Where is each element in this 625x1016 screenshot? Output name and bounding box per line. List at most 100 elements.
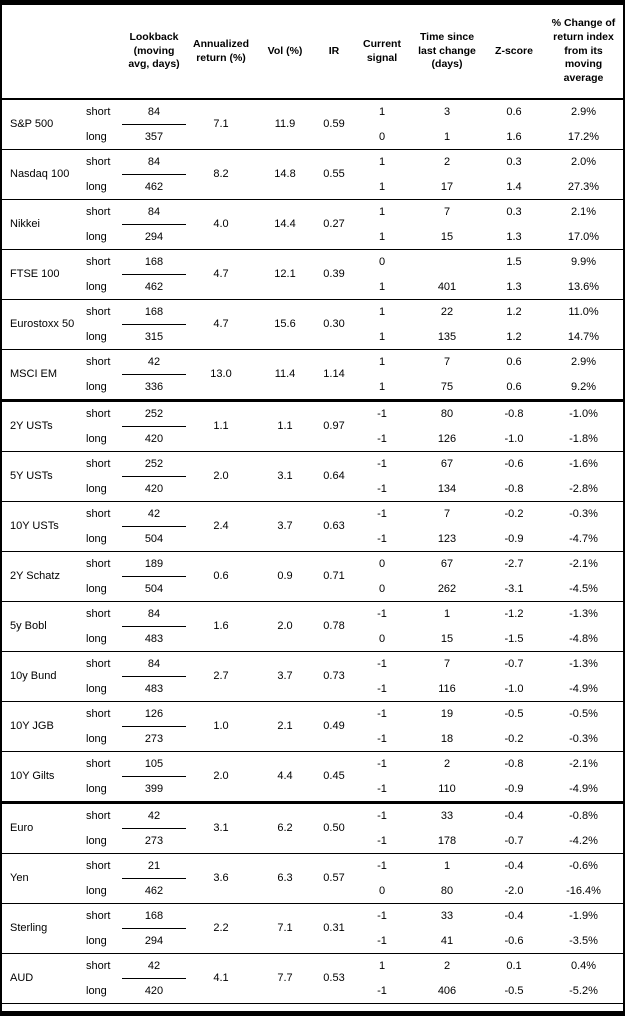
lookback-cell: 483 [144,682,164,695]
table-row-long: long 462 0 80 -2.0 -16.4% [2,879,623,904]
vol-cell: 7.1 [256,903,314,954]
zscore-cell: 0.6 [484,349,544,375]
time-since-cell: 33 [410,801,484,829]
period-cell: short [82,701,122,727]
pct-change-cell: 14.7% [567,330,600,343]
current-signal-cell: 1 [378,230,386,243]
pct-change-cell: -0.5% [544,701,623,727]
period-cell: short [82,953,122,979]
pct-change-cell: 17.0% [567,230,600,243]
pct-change-cell: -4.2% [569,834,598,847]
col-header-zscore: Z-score [484,5,544,100]
current-signal-cell: -1 [354,399,410,427]
current-signal-cell: -1 [354,601,410,627]
annualized-return-cell: 2.2 [186,903,256,954]
period-cell: short [82,903,122,929]
header-row: Lookback (moving avg, days) Annualized r… [2,5,623,100]
table-row-short: Yen short 21 3.6 6.3 0.57 -1 1 -0.4 -0.6% [2,853,623,904]
period-cell: long [86,582,107,595]
time-since-cell: 2 [410,751,484,777]
pct-change-cell: -1.6% [544,451,623,477]
lookback-cell: 462 [144,884,164,897]
period-cell: short [82,501,122,527]
current-signal-cell: 1 [354,349,410,375]
period-cell: long [86,682,107,695]
table-row-short: Eurostoxx 50 short 168 4.7 15.6 0.30 1 22 1.2 11.… [2,299,623,350]
vol-cell: 6.3 [256,853,314,904]
time-since-cell: 1 [410,853,484,879]
col-header-annualized-return: Annualized return (%) [186,5,256,100]
lookback-cell: 273 [144,834,164,847]
annualized-return-cell: 2.4 [186,501,256,552]
table-row-long: long 462 1 401 1.3 13.6% [2,275,623,300]
annualized-return-cell: 2.7 [186,651,256,702]
annualized-return-cell: 4.1 [186,953,256,1004]
ir-cell: 0.53 [314,953,354,1004]
period-cell: short [82,249,122,275]
asset-name-cell: Yen [2,853,82,904]
annualized-return-cell: 0.6 [186,551,256,602]
period-cell: long [86,482,107,495]
period-cell: long [86,230,107,243]
table-row-long: long 294 -1 41 -0.6 -3.5% [2,929,623,954]
lookback-cell: 504 [144,532,164,545]
annualized-return-cell: 7.1 [213,118,229,131]
lookback-cell: 42 [122,501,186,527]
table-row-short: Euro short 42 3.1 6.2 0.50 -1 33 -0.4 -0.8% [2,801,623,854]
lookback-cell: 252 [122,451,186,477]
asset-name-cell: Sterling [2,903,82,954]
ir-cell: 0.45 [314,751,354,803]
period-cell: short [82,149,122,175]
vol-cell: 0.9 [256,551,314,602]
annualized-return-cell: 3.1 [186,801,256,854]
time-since-cell: 401 [437,280,457,293]
table-row-short: 5Y USTs short 252 2.0 3.1 0.64 -1 67 -0.6 -1.6% [2,451,623,502]
ir-cell: 0.27 [314,199,354,250]
ir-cell: 0.63 [314,501,354,552]
time-since-cell: 3 [443,106,451,119]
ir-cell: 1.14 [314,349,354,401]
zscore-cell: -0.7 [504,834,524,847]
pct-change-cell: -16.4% [566,884,601,897]
pct-change-cell: -4.5% [569,582,598,595]
zscore-cell: -0.2 [504,732,524,745]
vol-cell: 2.1 [256,701,314,752]
lookback-cell: 42 [122,953,186,979]
period-cell: long [86,130,107,143]
pct-change-cell: -1.0% [544,399,623,427]
pct-change-cell: -2.1% [544,551,623,577]
asset-name-cell: 2Y USTs [2,399,82,452]
current-signal-cell: 0 [378,582,386,595]
table-row-long: long 420 -1 126 -1.0 -1.8% [2,427,623,452]
time-since-cell: 15 [440,230,454,243]
vol-cell: 1.1 [256,399,314,452]
time-since-cell: 262 [437,582,457,595]
time-since-cell: 126 [437,432,457,445]
pct-change-cell: -3.5% [569,934,598,947]
zscore-cell: 0.1 [484,953,544,979]
table-row-long: long 273 -1 18 -0.2 -0.3% [2,727,623,752]
period-cell: short [82,451,122,477]
lookback-cell: 84 [122,149,186,175]
current-signal-cell: -1 [354,451,410,477]
annualized-return-cell: 2.0 [186,451,256,502]
time-since-cell: 22 [410,299,484,325]
zscore-cell: 1.2 [484,299,544,325]
col-header-vol: Vol (%) [256,5,314,100]
pct-change-cell: 27.3% [567,180,600,193]
ir-cell: 0.55 [314,149,354,200]
asset-name-cell: Euro [2,801,82,854]
lookback-cell: 294 [144,934,164,947]
lookback-cell: 462 [144,180,164,193]
vol-cell: 3.7 [256,651,314,702]
zscore-cell: 1.5 [484,249,544,275]
annualized-return-cell: 8.2 [186,149,256,200]
current-signal-cell: -1 [354,701,410,727]
period-cell: short [82,349,122,375]
period-cell: short [82,299,122,325]
col-header-pct-change-from-moving-average: % Change of return index from its moving… [544,5,623,100]
table-row-long: long 504 0 262 -3.1 -4.5% [2,577,623,602]
col-header-asset [2,5,82,100]
table-row-short: 10Y JGB short 126 1.0 2.1 0.49 -1 19 -0.5 -0.5% [2,701,623,752]
